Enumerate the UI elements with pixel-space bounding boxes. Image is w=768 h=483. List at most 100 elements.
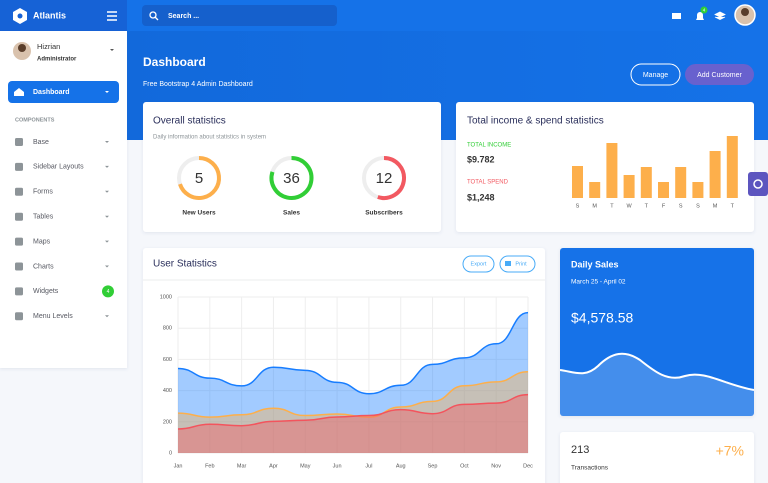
search-box[interactable] <box>142 5 337 26</box>
nav-icon <box>15 162 23 171</box>
bar <box>623 175 635 198</box>
nav-icon <box>15 287 23 296</box>
nav-icon <box>15 212 23 221</box>
nav-badge <box>102 285 114 298</box>
income-value: $9.782 <box>467 154 495 164</box>
active-nav-item[interactable] <box>8 81 119 103</box>
card-title: User Statistics <box>153 259 217 270</box>
x-tick-label: M <box>592 203 597 209</box>
nav-label: Charts <box>33 263 54 270</box>
spend-label: TOTAL SPEND <box>467 180 509 186</box>
x-tick-label: Dec <box>523 463 533 469</box>
nav-label: Base <box>33 139 49 146</box>
x-tick-label: Feb <box>205 463 214 469</box>
transactions-value: 213 <box>571 444 589 456</box>
y-tick-label: 600 <box>163 357 172 363</box>
x-tick-label: S <box>679 203 683 209</box>
home-icon <box>14 88 24 96</box>
y-tick-label: 0 <box>169 450 172 456</box>
nav-caret <box>105 190 109 193</box>
area-fill <box>178 394 528 453</box>
bar <box>572 166 583 198</box>
bar <box>726 136 738 198</box>
area-line <box>177 311 529 395</box>
card-subtitle: Daily information about statistics in sy… <box>153 135 266 141</box>
x-tick-label: T <box>645 203 649 209</box>
nav-icon <box>15 187 23 196</box>
notification-badge <box>700 6 708 14</box>
y-tick-label: 200 <box>163 419 172 425</box>
logo-dot <box>17 13 23 19</box>
nav-label: Forms <box>33 189 53 196</box>
user-caret <box>110 49 114 51</box>
add-customer-label: Add Customer <box>697 72 742 79</box>
area-fill <box>178 312 528 453</box>
x-tick-label: F <box>662 203 666 209</box>
x-tick-label: Mar <box>237 463 247 469</box>
active-nav-label: Dashboard <box>33 89 70 96</box>
user-name[interactable]: Hizrian <box>37 42 60 51</box>
search-icon-handle <box>154 16 159 21</box>
bar <box>692 182 704 198</box>
export-button[interactable] <box>462 255 495 273</box>
add-customer-button[interactable] <box>685 64 754 85</box>
nav-caret <box>105 265 109 268</box>
x-tick-label: M <box>713 203 718 209</box>
sidebar-avatar-hair <box>18 44 26 52</box>
nav-item[interactable] <box>8 132 119 152</box>
x-tick-label: Oct <box>460 463 469 469</box>
x-tick-label: S <box>696 203 700 209</box>
search-placeholder: Search ... <box>168 13 199 20</box>
topbar <box>0 0 768 31</box>
nav-caret <box>105 315 109 318</box>
settings-button[interactable] <box>748 172 768 196</box>
card-title: Total income & spend statistics <box>467 116 604 127</box>
daily-sales-card <box>560 248 754 416</box>
manage-label: Manage <box>643 72 668 79</box>
nav-item[interactable] <box>8 232 119 252</box>
y-tick-label: 800 <box>163 326 172 332</box>
progress-arc <box>178 156 221 200</box>
active-caret <box>105 91 109 93</box>
sales-wave <box>560 353 754 416</box>
notifications-icon[interactable] <box>696 12 704 20</box>
transactions-label: Transactions <box>571 465 609 472</box>
nav-item[interactable] <box>8 207 119 227</box>
x-tick-label: Sep <box>428 463 438 469</box>
x-tick-label: Jan <box>174 463 183 469</box>
x-tick-label: Apr <box>269 463 278 469</box>
nav-caret <box>105 240 109 243</box>
x-tick-label: T <box>731 203 735 209</box>
nav-caret <box>105 215 109 218</box>
card-title: Overall statistics <box>153 116 226 127</box>
area-line <box>177 393 529 430</box>
stat-value: 36 <box>283 170 300 187</box>
menu-toggle[interactable] <box>107 11 117 21</box>
x-tick-label: W <box>626 203 632 209</box>
layers-icon[interactable] <box>714 11 726 20</box>
card-title: Daily Sales <box>571 259 619 269</box>
transactions-change: +7% <box>716 443 744 459</box>
manage-button[interactable] <box>630 63 681 86</box>
print-button[interactable] <box>499 255 536 273</box>
bar <box>606 143 618 198</box>
x-tick-label: May <box>300 463 311 469</box>
y-tick-label: 400 <box>163 388 172 394</box>
income-label: TOTAL INCOME <box>467 143 511 149</box>
search-icon <box>149 11 157 19</box>
x-tick-label: Jul <box>365 463 372 469</box>
page-subtitle: Free Bootstrap 4 Admin Dashboard <box>143 81 253 88</box>
nav-label: Sidebar Layouts <box>33 164 84 171</box>
transactions-card <box>560 432 754 483</box>
messages-icon[interactable] <box>672 13 681 19</box>
nav-item[interactable] <box>8 257 119 277</box>
sales-wave-line <box>559 352 755 391</box>
x-tick-label: Jun <box>333 463 342 469</box>
stat-value: 5 <box>195 170 203 187</box>
nav-item[interactable] <box>8 182 119 202</box>
print-icon <box>505 261 511 266</box>
overall-card <box>143 102 441 232</box>
avatar-hair <box>741 8 749 16</box>
